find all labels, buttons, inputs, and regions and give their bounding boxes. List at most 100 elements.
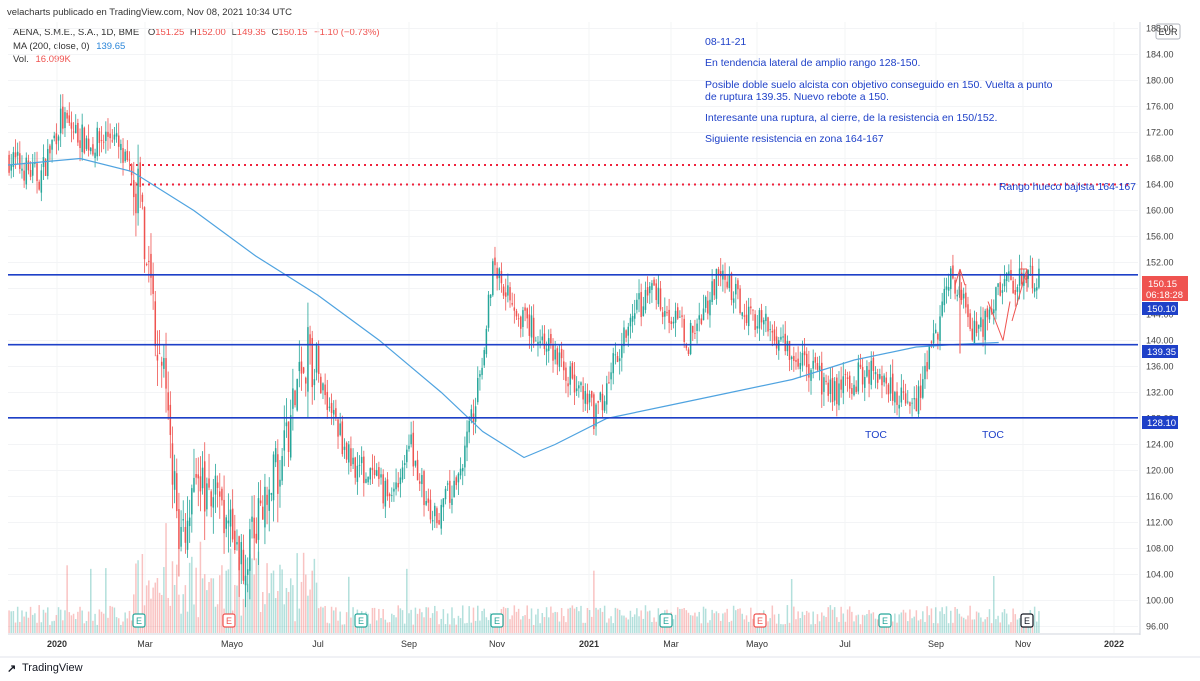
volume-bar <box>672 619 675 633</box>
candle-body <box>395 482 397 490</box>
volume-bar <box>545 607 548 633</box>
volume-bar <box>560 608 563 633</box>
candle-body <box>143 207 146 260</box>
volume-bar <box>339 611 341 633</box>
gap-zone-label: Rango hueco bajista 164-167 <box>999 181 1136 193</box>
volume-bar <box>644 605 647 633</box>
footer-brand: TradingView <box>22 662 83 674</box>
volume-bar <box>773 614 776 633</box>
candle-body <box>234 530 236 551</box>
time-axis[interactable]: 2020 Mar Mayo Jul Sep Nov 2021 Mar Mayo Jul Sep Nov… <box>8 633 1140 649</box>
volume-bar <box>305 574 307 633</box>
candle-body <box>438 520 440 525</box>
x-tick-label: Mayo <box>221 639 243 649</box>
candle-body <box>85 138 88 149</box>
volume-bar <box>208 582 210 633</box>
candle-body <box>969 313 971 329</box>
volume-bar <box>216 604 219 633</box>
candle-body <box>683 318 685 342</box>
volume-bar <box>967 615 969 633</box>
candle-body <box>425 501 427 505</box>
candle-body <box>511 303 513 305</box>
volume-bar <box>277 590 279 633</box>
note-date: 08-11-21 <box>705 36 746 48</box>
candle-body <box>842 376 845 394</box>
candle-body <box>803 351 806 356</box>
y-tick-label: 176.00 <box>1146 102 1174 112</box>
y-tick-label: 152.00 <box>1146 258 1174 268</box>
volume-bar <box>135 563 137 633</box>
candle-body <box>793 355 795 361</box>
candle-body <box>616 356 619 363</box>
candle-body <box>343 446 346 450</box>
ohlc-c-label: C <box>271 27 278 38</box>
volume-bar <box>257 551 260 633</box>
candle-body <box>449 480 451 503</box>
currency-badge[interactable] <box>1155 23 1181 40</box>
candle-body <box>593 394 595 430</box>
candle-body <box>31 163 34 176</box>
candle-body <box>784 333 786 352</box>
volume-bar <box>900 612 903 633</box>
candle-body <box>973 320 976 344</box>
volume-bar <box>556 612 559 633</box>
candle-body <box>133 180 135 198</box>
candle-body <box>330 402 333 414</box>
volume-bar <box>786 605 789 633</box>
candle-body <box>891 373 894 401</box>
candle-body <box>676 307 679 319</box>
candle-body <box>541 336 544 341</box>
candle-body <box>137 168 139 214</box>
volume-bar <box>732 605 735 633</box>
vol-line: Vol. 16.099K <box>13 54 72 65</box>
candle-body <box>825 380 827 382</box>
volume-bar <box>618 609 621 633</box>
candle-body <box>788 341 791 360</box>
candle-body <box>958 286 961 295</box>
candle-body <box>578 385 580 389</box>
candle-body <box>186 520 189 550</box>
candle-body <box>479 374 481 377</box>
volume-bar <box>130 620 133 633</box>
candle-body <box>102 141 105 143</box>
volume-bar <box>451 607 453 633</box>
candle-body <box>775 336 778 349</box>
note-line-1: En tendencia lateral de amplio rango 128… <box>705 57 920 69</box>
candle-body <box>341 421 344 455</box>
price-axis[interactable]: 96.00 100.00 104.00 108.00 112.00 116.00 120.0… <box>1139 22 1174 635</box>
candle-body <box>623 327 625 347</box>
volume-bar <box>861 614 864 633</box>
candle-body <box>320 376 322 394</box>
volume-bar <box>642 618 645 633</box>
candle-body <box>221 488 223 501</box>
candle-body <box>666 312 668 314</box>
candle-body <box>965 292 967 308</box>
volume-bar <box>702 606 705 633</box>
volume-bar <box>511 615 513 633</box>
volume-bar <box>965 619 967 633</box>
volume-bar <box>163 567 165 633</box>
candle-body <box>709 299 711 316</box>
volume-bar <box>124 612 126 633</box>
candle-body <box>408 445 410 449</box>
volume-bar <box>117 618 120 633</box>
candle-body <box>889 377 892 394</box>
candle-body <box>1008 271 1010 276</box>
candle-body <box>773 329 776 341</box>
volume-bar <box>270 573 273 633</box>
volume-bar <box>122 621 124 633</box>
volume-bar <box>285 587 288 633</box>
volume-bar <box>367 613 369 633</box>
candle-body <box>750 306 752 309</box>
ohlc-o: 151.25 <box>155 27 184 38</box>
candle-body <box>272 454 275 501</box>
candle-body <box>999 282 1001 296</box>
candle-body <box>470 409 473 418</box>
volume-bar <box>105 568 107 633</box>
volume-bar <box>943 613 946 633</box>
volume-bar <box>87 611 90 633</box>
candle-body <box>769 328 771 330</box>
candle-body <box>644 289 647 310</box>
candle-body <box>664 310 666 317</box>
